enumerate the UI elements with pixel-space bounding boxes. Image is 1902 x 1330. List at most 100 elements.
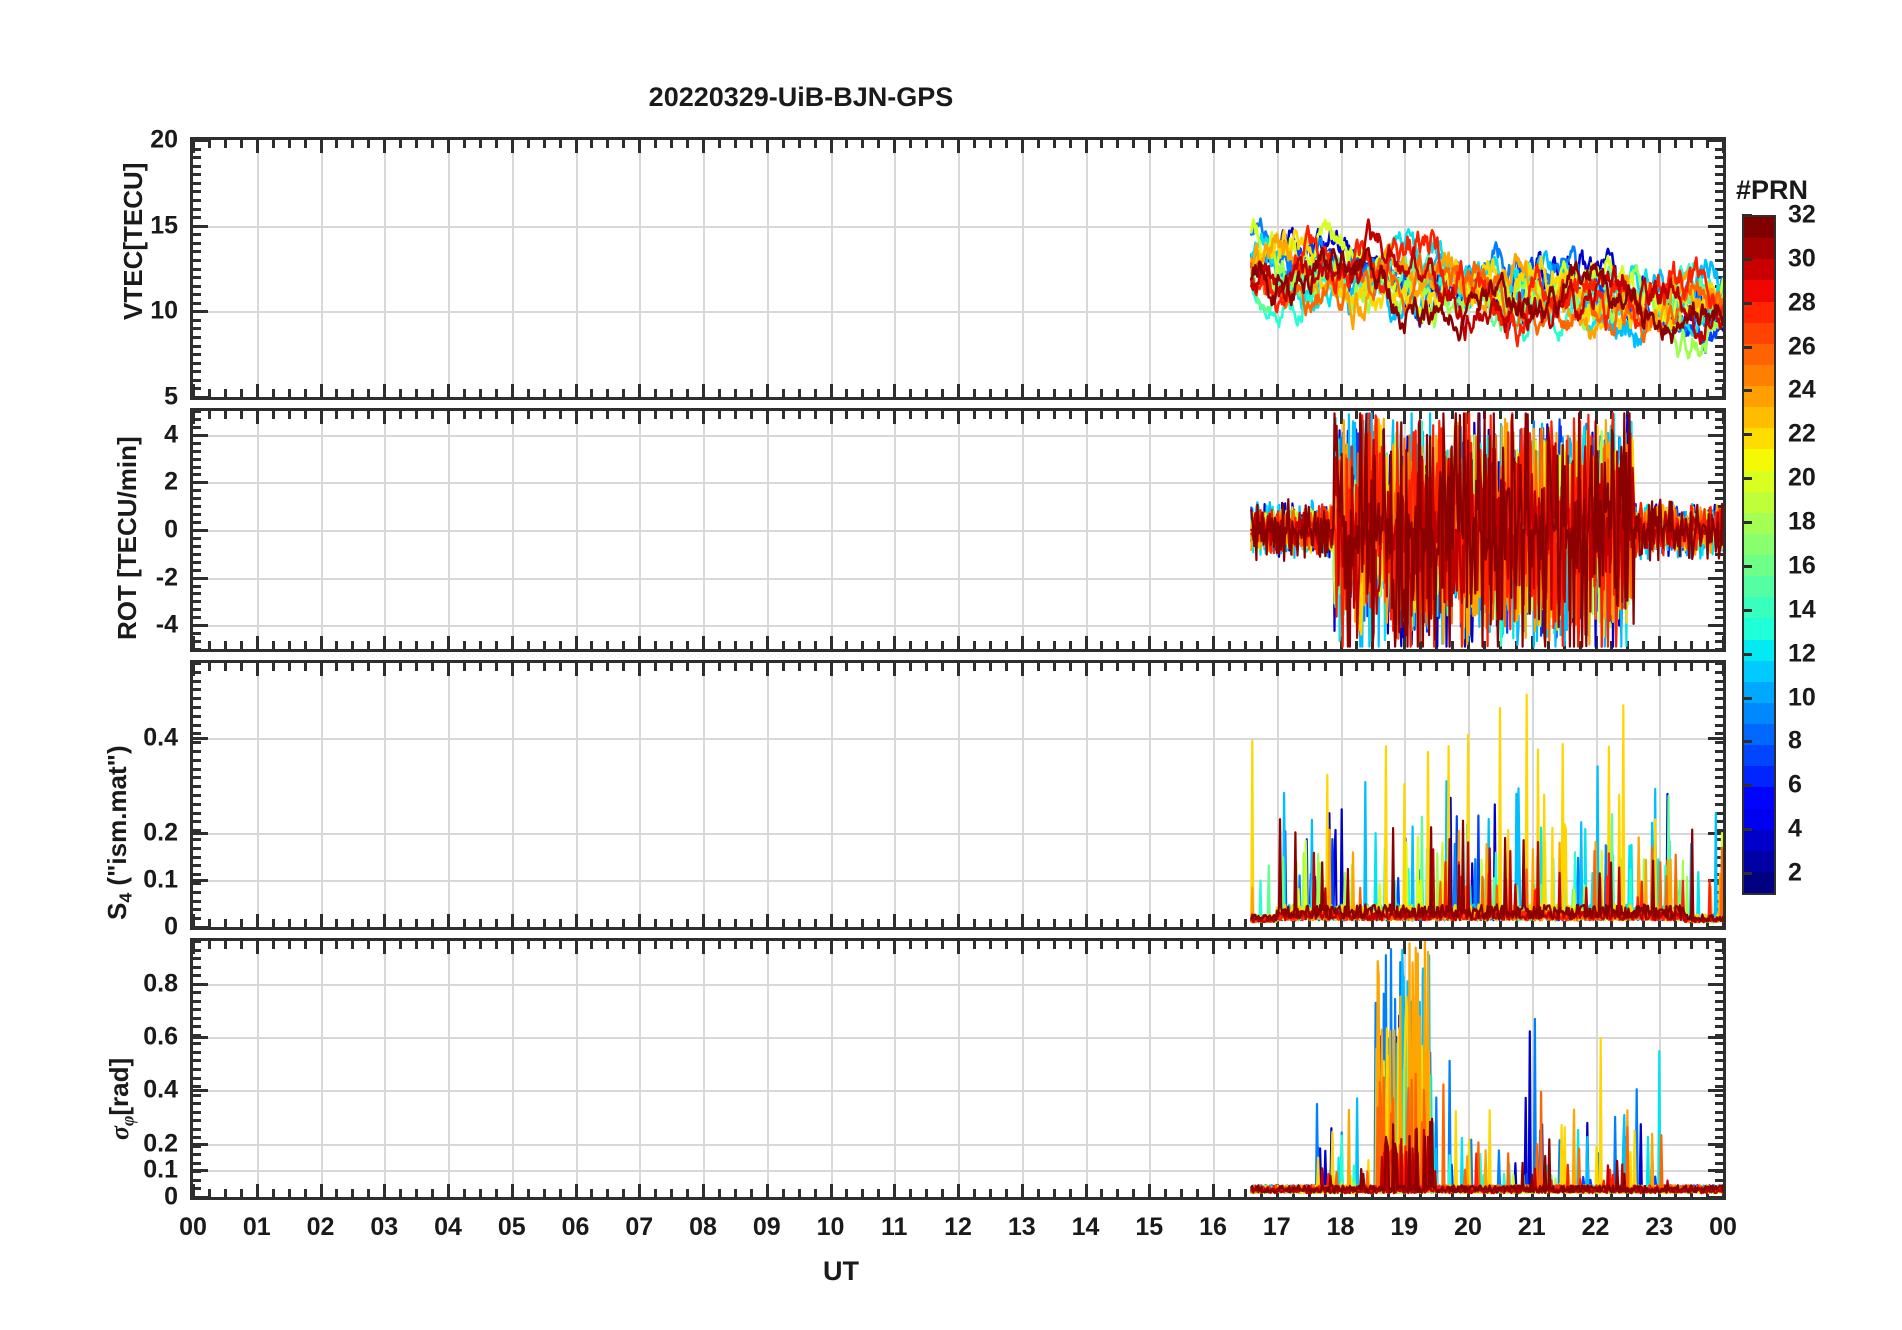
x-tick (351, 389, 355, 397)
x-tick (462, 1189, 466, 1197)
gridline-vertical (766, 941, 769, 1197)
x-tick (574, 941, 578, 954)
x-tick (1307, 641, 1311, 649)
y-tick-label: 0.1 (143, 865, 178, 894)
x-tick (1052, 140, 1056, 148)
y-tick-minor (193, 688, 201, 692)
y-tick-minor (1715, 679, 1723, 683)
colorbar-segment (1744, 470, 1774, 492)
x-tick (1148, 941, 1152, 954)
y-tick-minor (1715, 811, 1723, 815)
x-tick (1116, 919, 1120, 927)
x-tick (1562, 663, 1566, 671)
x-tick (893, 941, 897, 954)
y-tick-minor (193, 181, 201, 185)
y-tick-minor (193, 198, 201, 202)
x-tick (1227, 641, 1231, 649)
y-tick-minor (193, 370, 201, 374)
y-tick-minor (1715, 663, 1723, 665)
y-tick-minor (193, 318, 201, 322)
x-tick (813, 389, 817, 397)
x-tick (574, 384, 578, 397)
x-tick (558, 641, 562, 649)
colorbar-segment (1744, 512, 1774, 534)
y-tick-minor (1715, 497, 1723, 501)
x-tick-label: 15 (1135, 1213, 1164, 1241)
x-tick (670, 663, 674, 671)
x-tick (303, 919, 307, 927)
y-tick-minor (193, 233, 201, 237)
colorbar-tick (1742, 784, 1752, 788)
gridline-vertical (384, 663, 387, 927)
x-tick (1132, 1189, 1136, 1197)
y-tick (193, 878, 208, 882)
x-tick-label: 11 (881, 1213, 908, 1241)
x-tick (1403, 636, 1407, 649)
x-tick (1403, 384, 1407, 397)
x-tick (1212, 384, 1215, 397)
x-tick (1084, 636, 1088, 649)
x-tick (670, 919, 674, 927)
y-tick-minor (1715, 758, 1723, 762)
x-tick (1403, 411, 1407, 424)
y-tick-minor (193, 899, 201, 903)
x-tick (1435, 140, 1439, 148)
y-tick-minor (193, 982, 201, 986)
series-line (1250, 1117, 1723, 1194)
x-tick (1275, 140, 1279, 153)
x-tick (1690, 140, 1694, 148)
y-tick-minor (193, 258, 201, 262)
x-tick (303, 389, 307, 397)
y-tick-label: 0 (164, 1182, 178, 1211)
x-tick (510, 384, 514, 397)
y-tick-minor (193, 284, 201, 288)
y-tick-minor (193, 449, 201, 453)
y-tick-minor (1715, 750, 1723, 753)
x-tick (1435, 389, 1439, 397)
y-tick-minor (1715, 794, 1723, 797)
x-tick (1642, 941, 1646, 949)
x-tick (1036, 663, 1040, 671)
y-tick-minor (193, 267, 201, 271)
x-tick (1403, 663, 1407, 676)
x-tick (223, 1189, 227, 1197)
x-tick (606, 1189, 610, 1197)
x-tick-label: 10 (816, 1213, 845, 1241)
y-tick-minor (193, 513, 201, 517)
x-tick (1116, 389, 1120, 397)
x-tick (813, 641, 817, 649)
x-tick (702, 1184, 705, 1197)
x-tick (1243, 140, 1247, 148)
x-tick (255, 411, 259, 424)
x-tick (972, 140, 976, 148)
x-tick (1323, 641, 1327, 649)
x-tick (1722, 140, 1723, 153)
x-tick (1435, 411, 1439, 419)
x-tick (193, 663, 195, 676)
y-tick-minor (1715, 1085, 1723, 1089)
gridline-vertical (1021, 140, 1024, 397)
y-tick-minor (193, 926, 201, 927)
x-tick (590, 663, 594, 671)
y-tick-minor (193, 536, 201, 540)
y-tick-minor (1715, 425, 1723, 429)
colorbar-segment (1744, 871, 1774, 893)
x-tick (638, 140, 642, 153)
x-tick-label: 21 (1517, 1213, 1546, 1241)
x-tick (686, 641, 690, 649)
x-tick (1164, 941, 1168, 949)
x-tick (478, 389, 482, 397)
gridline-horizontal (193, 738, 1723, 741)
x-tick (367, 641, 371, 649)
y-tick-minor (193, 890, 201, 894)
y-tick-minor (1715, 417, 1723, 421)
colorbar-segment (1744, 238, 1774, 260)
y-tick-minor (193, 616, 201, 620)
x-tick (1164, 140, 1168, 148)
x-tick (447, 411, 450, 424)
x-tick (1387, 663, 1391, 671)
x-tick (606, 140, 610, 148)
x-tick (1004, 663, 1008, 671)
y-tick-minor (193, 820, 201, 824)
x-tick (287, 1189, 291, 1197)
